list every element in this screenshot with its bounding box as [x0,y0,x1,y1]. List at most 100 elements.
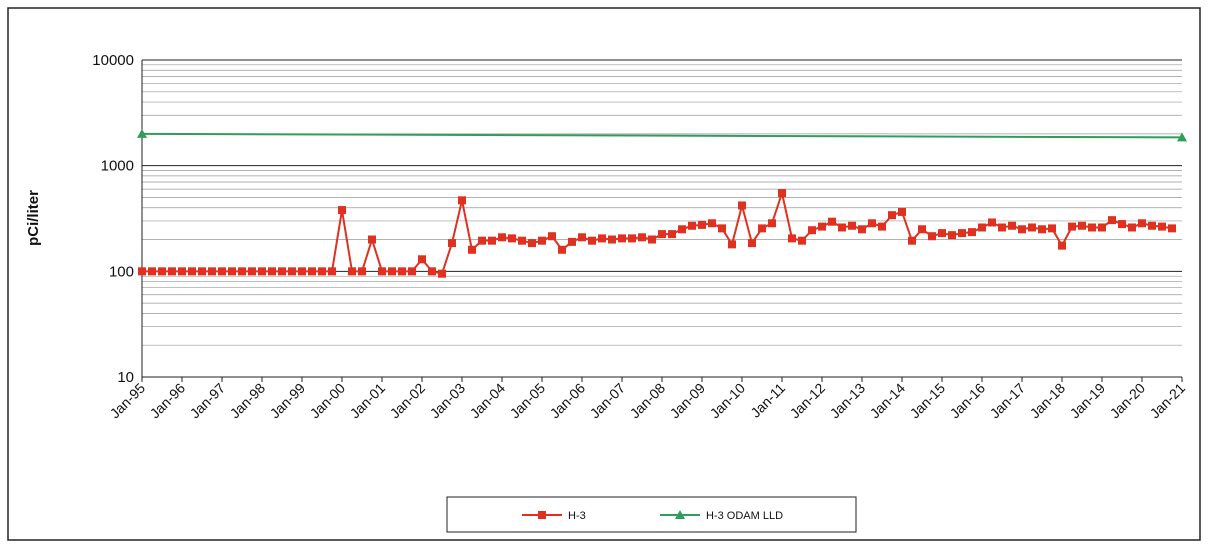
data-point [1118,220,1126,229]
data-point [878,222,886,231]
data-point [658,230,666,239]
data-point [578,233,586,242]
data-point [888,211,896,220]
data-point [178,267,186,276]
data-point [608,235,616,244]
data-point [998,223,1006,232]
data-point [548,232,556,241]
data-point [858,225,866,234]
data-point [1008,221,1016,230]
data-point [378,267,386,276]
data-point [428,267,436,276]
data-point [448,239,456,248]
legend-label: H-3 ODAM LLD [706,510,783,522]
data-point [318,267,326,276]
data-point [758,224,766,233]
data-point [498,233,506,242]
data-point [1058,241,1066,250]
data-point [328,267,336,276]
legend-label: H-3 [568,510,586,522]
data-point [1028,223,1036,232]
data-point [728,240,736,249]
y-tick-label: 1000 [101,158,134,175]
data-point [368,235,376,244]
data-point [1108,216,1116,225]
data-point [1068,222,1076,231]
legend-marker [538,511,546,519]
y-tick-label: 10 [117,369,134,386]
data-point [718,224,726,233]
data-point [748,239,756,248]
legend-marker [675,510,685,519]
data-point [288,267,296,276]
data-point [148,267,156,276]
data-point [808,226,816,235]
data-point [158,267,166,276]
y-tick-label: 100 [109,263,134,280]
data-point [188,267,196,276]
data-point [618,234,626,243]
data-point [168,267,176,276]
data-point [928,232,936,241]
data-point [238,267,246,276]
data-point [358,267,366,276]
data-point [648,235,656,244]
data-point [1078,221,1086,230]
data-point [137,128,147,138]
data-point [678,225,686,234]
data-point [348,267,356,276]
data-point [948,231,956,240]
data-point [638,233,646,242]
data-point [1148,221,1156,230]
data-point [1177,132,1187,142]
data-point [818,222,826,231]
data-point [898,207,906,216]
data-point [198,267,206,276]
data-point [528,239,536,248]
data-point [298,267,306,276]
data-point [538,236,546,245]
series-line [141,132,1183,139]
data-point [628,234,636,243]
data-point [768,219,776,228]
data-point [1128,223,1136,232]
data-point [518,236,526,245]
data-point [1098,223,1106,232]
data-point [408,267,416,276]
data-point [778,189,786,198]
data-point [688,221,696,230]
data-point [1088,223,1096,232]
data-point [268,267,276,276]
y-axis-label: pCi/liter [25,190,42,246]
data-point [738,201,746,210]
data-point [838,223,846,232]
data-point [208,267,216,276]
data-point [138,267,146,276]
data-point [798,236,806,245]
data-point [338,206,346,215]
data-point [458,196,466,205]
chart-frame [7,7,1201,541]
data-point [258,267,266,276]
data-point [558,245,566,254]
data-point [918,225,926,234]
data-point [968,228,976,237]
data-point [228,267,236,276]
y-tick-label: 10000 [92,52,134,69]
data-point [278,267,286,276]
data-point [1038,225,1046,234]
data-point [1138,219,1146,228]
data-point [1158,222,1166,231]
data-point [588,236,596,245]
data-point [668,230,676,239]
data-point [958,229,966,238]
data-point [828,217,836,226]
data-point [788,234,796,243]
data-point [1168,224,1176,233]
data-point [478,236,486,245]
data-point [938,229,946,238]
legend-box [446,496,857,533]
data-point [398,267,406,276]
data-point [418,255,426,264]
data-point [708,219,716,228]
